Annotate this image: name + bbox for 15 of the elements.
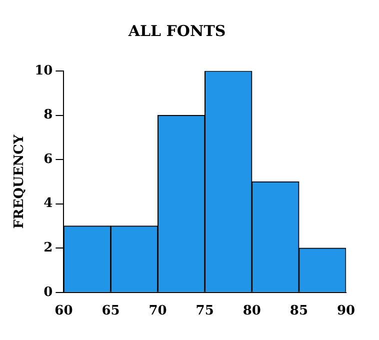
x-tick-label: 75 bbox=[196, 304, 214, 319]
x-tick-label: 70 bbox=[148, 304, 167, 319]
x-tick-label: 65 bbox=[102, 304, 120, 319]
y-tick-label: 8 bbox=[44, 108, 53, 123]
x-tick-label: 60 bbox=[54, 304, 73, 319]
y-tick-label: 2 bbox=[44, 240, 53, 256]
y-axis-title: FREQUENCY bbox=[12, 134, 28, 229]
y-tick-label: 6 bbox=[44, 152, 53, 167]
y-tick-label: 0 bbox=[44, 284, 53, 300]
y-tick-label: 10 bbox=[34, 63, 53, 78]
x-tick-label: 85 bbox=[290, 304, 308, 319]
y-tick-label: 4 bbox=[44, 196, 53, 212]
x-tick-label: 80 bbox=[242, 304, 261, 319]
chart-title: ALL FONTS bbox=[127, 22, 226, 40]
x-tick-label: 90 bbox=[336, 304, 356, 319]
